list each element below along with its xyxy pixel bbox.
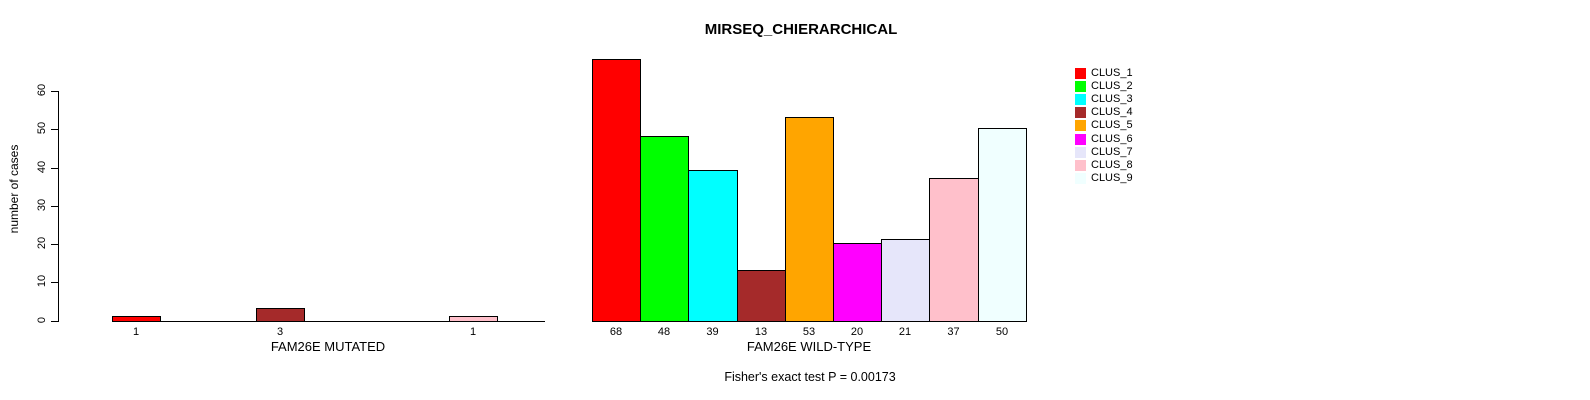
legend-swatch-clus-2 <box>1075 80 1086 92</box>
bar-value-label: 1 <box>469 326 477 338</box>
y-axis-tick <box>51 282 58 284</box>
bar-value-label: 1 <box>132 326 140 338</box>
bar-wildtype-clus-5 <box>785 117 834 322</box>
y-tick-label: 50 <box>36 122 48 135</box>
bar-value-label: 37 <box>947 326 960 338</box>
legend-label-clus-9: CLUS_9 <box>1091 172 1133 185</box>
x-axis-label-wildtype: FAM26E WILD-TYPE <box>746 339 872 354</box>
y-tick-label: 20 <box>36 236 48 250</box>
bar-value-label: 50 <box>995 326 1009 338</box>
legend-swatch-clus-4 <box>1075 107 1086 119</box>
x-axis-label-mutated: FAM26E MUTATED <box>270 339 386 354</box>
y-axis-tick <box>51 205 58 207</box>
y-tick-label: 0 <box>36 316 48 323</box>
bar-value-label: 48 <box>657 326 671 338</box>
chart-title: MIRSEQ_CHIERARCHICAL <box>704 21 898 38</box>
bar-value-label: 3 <box>276 326 284 338</box>
bar-value-label: 39 <box>706 326 719 338</box>
bar-value-label: 53 <box>802 326 816 338</box>
bar-mutated-clus-4 <box>256 308 305 322</box>
y-axis-tick <box>51 320 58 322</box>
bar-wildtype-clus-7 <box>881 239 930 322</box>
bar-wildtype-clus-1 <box>592 59 641 322</box>
y-axis-tick <box>51 167 58 169</box>
legend-label-clus-3: CLUS_3 <box>1091 92 1133 105</box>
bar-value-label: 21 <box>898 326 912 338</box>
bar-wildtype-clus-9 <box>978 128 1027 322</box>
legend-label-clus-7: CLUS_7 <box>1091 145 1133 158</box>
y-axis-tick <box>51 244 58 245</box>
legend-swatch-clus-7 <box>1075 146 1086 158</box>
bar-wildtype-clus-4 <box>737 270 786 322</box>
legend-label-clus-4: CLUS_4 <box>1091 106 1133 119</box>
y-tick-label: 30 <box>36 198 48 211</box>
y-axis-line <box>58 91 59 322</box>
legend-swatch-clus-5 <box>1075 120 1086 132</box>
bar-wildtype-clus-3 <box>688 170 738 322</box>
y-tick-label: 40 <box>36 160 48 173</box>
y-axis-tick <box>51 129 58 131</box>
baseline-mutated <box>112 321 545 322</box>
bar-wildtype-clus-8 <box>929 178 979 322</box>
legend-label-clus-8: CLUS_8 <box>1091 158 1133 171</box>
legend-label-clus-2: CLUS_2 <box>1091 79 1133 92</box>
y-tick-label: 10 <box>36 275 48 288</box>
bar-value-label: 13 <box>754 326 768 338</box>
legend-label-clus-5: CLUS_5 <box>1091 119 1133 132</box>
legend-swatch-clus-6 <box>1075 133 1086 145</box>
bar-value-label: 20 <box>850 326 864 338</box>
y-axis-label: number of cases <box>7 144 21 234</box>
y-axis-tick <box>51 91 58 92</box>
bar-mutated-clus-8 <box>449 316 498 322</box>
bar-wildtype-clus-6 <box>833 243 882 322</box>
fisher-test-annotation: Fisher's exact test P = 0.00173 <box>724 370 896 384</box>
legend-swatch-clus-8 <box>1075 159 1086 171</box>
bar-value-label: 68 <box>609 326 623 338</box>
y-tick-label: 60 <box>36 83 48 97</box>
legend-swatch-clus-9 <box>1075 173 1086 185</box>
legend-label-clus-1: CLUS_1 <box>1091 66 1133 79</box>
legend-label-clus-6: CLUS_6 <box>1091 132 1133 145</box>
legend-swatch-clus-3 <box>1075 93 1086 105</box>
bar-wildtype-clus-2 <box>640 136 689 322</box>
bar-mutated-clus-1 <box>112 316 161 322</box>
legend-swatch-clus-1 <box>1075 67 1086 79</box>
